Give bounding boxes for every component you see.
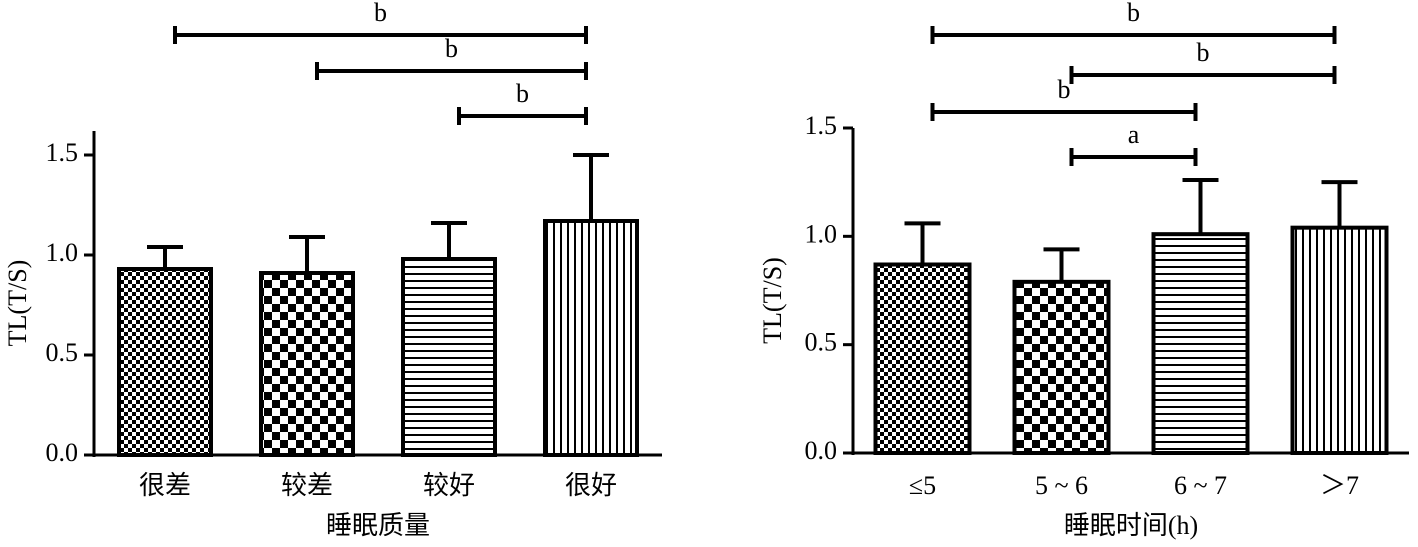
bar (1012, 279, 1111, 456)
x-tick-label: 很差 (139, 471, 191, 500)
y-tick-label: 1.0 (46, 238, 79, 267)
y-tick-label: 1.0 (805, 219, 838, 248)
significance-label: b (1127, 0, 1140, 27)
bar (401, 257, 497, 457)
bar (543, 219, 639, 457)
significance-label: b (374, 0, 387, 27)
bar (1151, 232, 1250, 455)
y-tick-label: 1.5 (46, 138, 79, 167)
x-tick-label: ≤5 (909, 471, 936, 500)
significance-label: b (516, 79, 529, 108)
bar (259, 271, 355, 457)
bar (873, 262, 972, 455)
significance-label: b (1197, 38, 1210, 67)
bar (1290, 225, 1389, 455)
x-axis-label: 睡眠时间(h) (1064, 511, 1198, 540)
x-tick-label: ＞7 (1320, 471, 1359, 500)
significance-label: a (1128, 120, 1140, 149)
x-tick-label: 6 ~ 7 (1174, 471, 1227, 500)
y-axis-label: TL(T/S) (3, 260, 32, 347)
x-tick-label: 较好 (423, 471, 475, 500)
significance-label: b (445, 34, 458, 63)
x-tick-label: 5 ~ 6 (1035, 471, 1088, 500)
y-tick-label: 0.5 (46, 338, 79, 367)
x-tick-label: 很好 (565, 471, 617, 500)
x-tick-label: 较差 (281, 471, 333, 500)
y-tick-label: 0.5 (805, 328, 838, 357)
x-axis-label: 睡眠质量 (326, 511, 430, 540)
significance-label: b (1058, 75, 1071, 104)
bar (117, 267, 213, 457)
y-tick-label: 0.0 (805, 436, 838, 465)
y-tick-label: 0.0 (46, 438, 79, 467)
y-tick-label: 1.5 (805, 111, 838, 140)
y-axis-label: TL(T/S) (758, 257, 787, 344)
